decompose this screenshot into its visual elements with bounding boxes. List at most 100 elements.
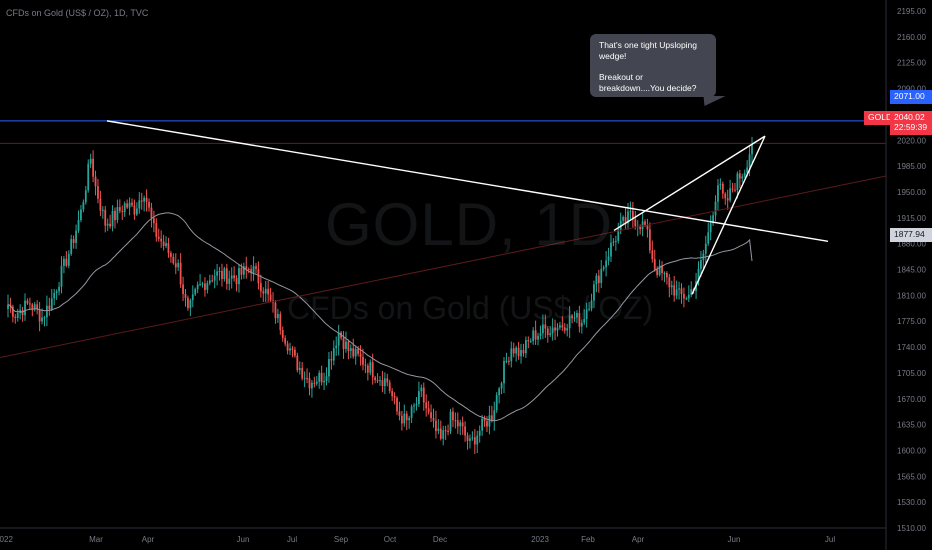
candle — [347, 339, 350, 360]
candle-body — [731, 188, 734, 190]
candle — [408, 415, 411, 429]
candle-body — [751, 143, 753, 155]
candle-body — [435, 420, 437, 432]
candle — [527, 336, 530, 349]
candle-body — [687, 294, 690, 299]
candle — [155, 218, 158, 242]
descending-trendline — [106, 120, 829, 243]
candle-body — [729, 188, 732, 201]
candle-body — [561, 325, 564, 328]
candle-body — [717, 185, 719, 202]
candle-body — [413, 405, 415, 407]
candle-body — [21, 310, 24, 316]
candle-body — [184, 293, 187, 298]
candle — [80, 205, 82, 223]
candle-body — [481, 418, 484, 431]
candle — [281, 326, 284, 342]
candle — [269, 287, 272, 303]
candle-body — [583, 318, 586, 323]
candle-body — [379, 380, 381, 382]
candle-body — [641, 221, 644, 230]
candle — [279, 311, 282, 335]
candle — [503, 357, 505, 393]
candle — [272, 292, 274, 313]
candle — [602, 265, 605, 272]
candle-body — [495, 395, 498, 411]
candle — [454, 412, 457, 429]
candle — [228, 270, 231, 291]
candle-body — [498, 388, 501, 396]
candle — [651, 240, 654, 263]
candle — [145, 189, 148, 212]
candle — [204, 277, 206, 297]
candle-body — [721, 183, 724, 194]
candle — [471, 431, 474, 441]
candle — [14, 314, 17, 324]
candle-body — [126, 203, 129, 208]
candle — [138, 192, 141, 214]
candle — [726, 189, 729, 210]
candle-body — [284, 338, 287, 344]
candle — [58, 282, 60, 296]
candle-body — [233, 275, 236, 279]
candle — [116, 199, 119, 224]
annotation-callout[interactable]: That's one tight Upsloping wedge! Breako… — [590, 34, 716, 97]
candle-body — [590, 300, 593, 309]
candle — [294, 346, 296, 358]
candle-body — [597, 275, 600, 283]
candle — [490, 405, 493, 423]
candle-body — [522, 349, 525, 354]
candle-body — [469, 438, 471, 441]
candle-body — [315, 381, 318, 384]
candle-body — [668, 277, 671, 288]
candle-body — [524, 340, 527, 354]
candle-body — [143, 197, 146, 202]
candle — [359, 345, 362, 366]
candle-body — [617, 229, 620, 241]
candle-body — [634, 219, 637, 227]
candle-body — [534, 330, 537, 340]
candle-body — [294, 349, 296, 356]
candle-body — [648, 229, 651, 251]
candle — [661, 261, 663, 281]
candle-body — [507, 360, 510, 362]
candle-body — [206, 283, 209, 290]
candle-body — [464, 426, 466, 436]
candle-body — [449, 411, 452, 432]
candle-body — [364, 364, 367, 366]
candle — [510, 341, 513, 368]
candle — [48, 297, 51, 316]
candle-body — [709, 223, 712, 233]
candle-body — [65, 258, 68, 266]
candle-body — [303, 378, 306, 380]
candle-body — [678, 288, 680, 290]
candle — [223, 266, 226, 282]
candle — [63, 256, 65, 274]
candle — [410, 404, 413, 424]
candle-body — [172, 256, 175, 264]
candle-body — [573, 317, 576, 319]
candle — [444, 425, 447, 440]
candle-body — [512, 348, 515, 354]
candle — [738, 169, 741, 189]
wedge-lower-line — [691, 135, 766, 295]
y-tick-label: 2195.00 — [897, 7, 926, 16]
candle — [36, 300, 39, 315]
candle-body — [335, 345, 338, 349]
candle-body — [644, 221, 646, 226]
candle-body — [342, 337, 345, 349]
candle — [264, 280, 267, 303]
candle-body — [16, 313, 19, 319]
candle — [187, 295, 189, 311]
symbol-header[interactable]: CFDs on Gold (US$ / OZ), 1D, TVC — [6, 8, 149, 18]
candle — [140, 192, 143, 210]
candle-body — [734, 189, 736, 191]
candle — [72, 235, 75, 249]
candle — [33, 302, 36, 312]
x-tick-label: Dec — [433, 535, 447, 544]
candle — [439, 420, 442, 441]
candle — [128, 197, 131, 216]
candle — [415, 397, 418, 411]
candle-body — [313, 382, 316, 384]
